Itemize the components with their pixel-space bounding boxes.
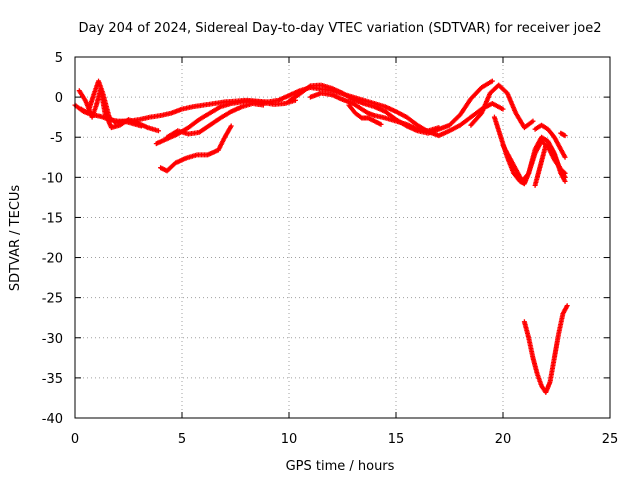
data-point <box>378 121 384 127</box>
data-point <box>489 78 495 84</box>
x-tick-label: 10 <box>281 432 298 447</box>
x-axis-tick-labels: 0 5 10 15 20 25 <box>71 432 618 447</box>
series-track-10 <box>468 82 536 131</box>
y-tick-label: -35 <box>42 372 63 387</box>
series-track-5 <box>158 123 234 174</box>
y-tick-label: -10 <box>42 171 63 186</box>
series-track-9 <box>346 102 384 127</box>
y-tick-label: 0 <box>55 91 63 106</box>
x-tick-label: 25 <box>602 432 619 447</box>
data-point <box>500 106 506 112</box>
data-point <box>562 154 568 160</box>
x-tick-label: 15 <box>388 432 405 447</box>
data-point <box>562 133 568 139</box>
y-tick-label: -5 <box>50 131 63 146</box>
series-track-14 <box>532 142 568 188</box>
y-axis-tick-labels: -40 -35 -30 -25 -20 -15 -10 -5 0 5 <box>42 51 63 427</box>
y-tick-label: -30 <box>42 332 63 347</box>
series-track-6 <box>164 101 266 140</box>
grid-lines <box>75 57 610 418</box>
x-tick-label: 20 <box>495 432 512 447</box>
data-point <box>155 128 161 134</box>
data-point <box>562 174 568 180</box>
data-point <box>228 123 234 129</box>
chart-title: Day 204 of 2024, Sidereal Day-to-day VTE… <box>79 21 602 36</box>
y-tick-label: -25 <box>42 292 63 307</box>
plot-frame <box>74 56 611 419</box>
y-tick-label: -15 <box>42 211 63 226</box>
y-tick-label: -20 <box>42 252 63 267</box>
series-track-16 <box>521 303 570 395</box>
series-track-13 <box>532 122 568 160</box>
series-track-8 <box>307 90 442 134</box>
x-axis-title: GPS time / hours <box>286 459 395 474</box>
x-tick-label: 0 <box>71 432 79 447</box>
y-tick-label: -40 <box>42 412 63 427</box>
series-track-15 <box>558 130 568 139</box>
x-tick-label: 5 <box>178 432 186 447</box>
series-track-3 <box>76 86 161 134</box>
data-point <box>530 118 536 124</box>
data-point <box>436 125 442 131</box>
data-points <box>72 78 570 395</box>
axis-ticks <box>74 56 611 419</box>
data-point <box>260 102 266 108</box>
y-tick-label: 5 <box>55 51 63 66</box>
y-axis-title: SDTVAR / TECUs <box>8 185 23 292</box>
data-point <box>564 303 570 309</box>
